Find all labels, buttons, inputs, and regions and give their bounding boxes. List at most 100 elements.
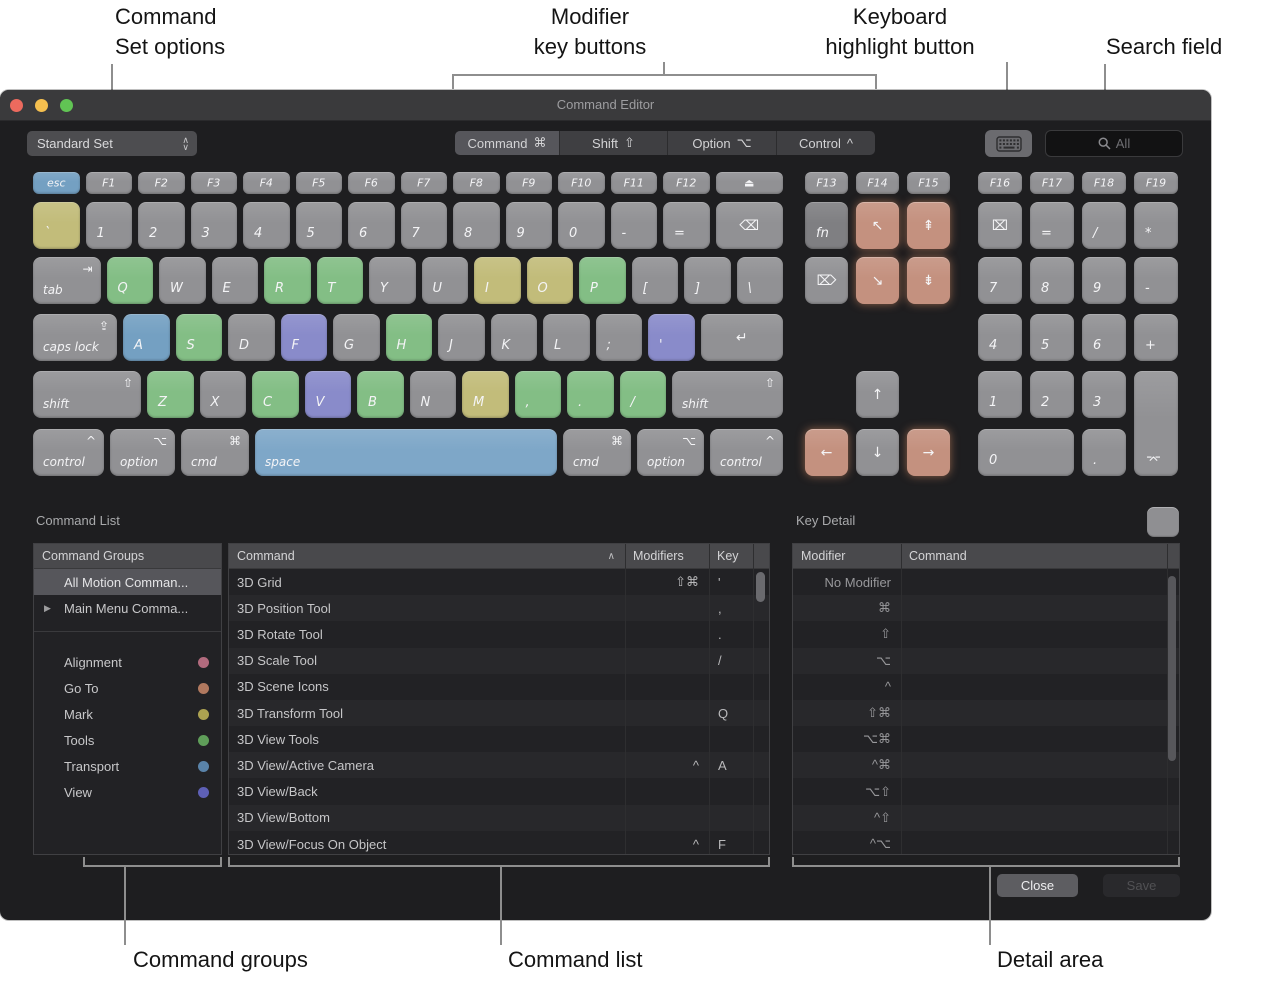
search-field[interactable]: All <box>1045 130 1183 157</box>
key-5[interactable]: 5 <box>1030 314 1074 361</box>
command-row[interactable]: 3D Rotate Tool. <box>229 621 769 647</box>
key-semicolon[interactable]: ; <box>595 314 642 361</box>
modifier-row[interactable]: ^⇧ <box>793 805 1179 831</box>
disclosure-triangle-icon[interactable]: ▶ <box>44 602 51 613</box>
key-f3[interactable]: F3 <box>190 172 237 194</box>
command-row[interactable]: 3D View Tools <box>229 726 769 752</box>
key-l[interactable]: L <box>543 314 590 361</box>
key-9[interactable]: 9 <box>1082 257 1126 304</box>
key-option[interactable]: option ⌥ <box>637 429 704 476</box>
minimize-window-button[interactable] <box>35 99 48 112</box>
key-w[interactable]: W <box>159 257 206 304</box>
key-8[interactable]: 8 <box>1030 257 1074 304</box>
key-2[interactable]: 2 <box>138 202 185 249</box>
key-f12[interactable]: F12 <box>663 172 710 194</box>
group-row-transport[interactable]: Transport <box>34 753 221 779</box>
modifier-row[interactable]: ⇧⌘ <box>793 700 1179 726</box>
key-7[interactable]: 7 <box>978 257 1022 304</box>
command-row[interactable]: 3D View/Bottom <box>229 805 769 831</box>
key-f10[interactable]: F10 <box>558 172 605 194</box>
command-row[interactable]: 3D Position Tool, <box>229 595 769 621</box>
key-g[interactable]: G <box>333 314 380 361</box>
zoom-window-button[interactable] <box>60 99 73 112</box>
column-header-command-groups[interactable]: Command Groups <box>42 549 145 563</box>
key-f19[interactable]: F19 <box>1134 172 1178 194</box>
modifier-row[interactable]: ^⌥ <box>793 831 1179 854</box>
key-o[interactable]: O <box>526 257 573 304</box>
key-0[interactable]: 0 <box>558 202 605 249</box>
group-row-tools[interactable]: Tools <box>34 727 221 753</box>
key-home[interactable]: ↖ <box>856 202 899 249</box>
command-set-popup[interactable]: Standard Set ∧ ∨ <box>27 131 197 156</box>
key-f8[interactable]: F8 <box>453 172 500 194</box>
key-t[interactable]: T <box>316 257 363 304</box>
key-f4[interactable]: F4 <box>243 172 290 194</box>
key-a[interactable]: A <box>123 314 170 361</box>
key-d[interactable]: D <box>228 314 275 361</box>
column-header-key[interactable]: Key <box>717 549 739 563</box>
key-arrow-right[interactable]: → <box>907 429 950 476</box>
close-window-button[interactable] <box>10 99 23 112</box>
key-f2[interactable]: F2 <box>138 172 185 194</box>
key-equals[interactable]: = <box>1030 202 1074 249</box>
key-3[interactable]: 3 <box>190 202 237 249</box>
key-left-bracket[interactable]: [ <box>631 257 678 304</box>
keyboard-highlight-button[interactable] <box>985 130 1032 157</box>
key-f17[interactable]: F17 <box>1030 172 1074 194</box>
key-period[interactable]: . <box>1082 429 1126 476</box>
key-page-down[interactable]: ⇟ <box>907 257 950 304</box>
key-2[interactable]: 2 <box>1030 371 1074 418</box>
key-f9[interactable]: F9 <box>505 172 552 194</box>
key-arrow-down[interactable]: ↓ <box>856 429 899 476</box>
key-preview-button[interactable] <box>1147 507 1179 537</box>
modifier-row[interactable]: ⌥⇧ <box>793 779 1179 805</box>
key-space[interactable]: space <box>255 429 557 476</box>
key-v[interactable]: V <box>304 371 351 418</box>
key-1[interactable]: 1 <box>978 371 1022 418</box>
key-9[interactable]: 9 <box>505 202 552 249</box>
key-backslash[interactable]: \ <box>736 257 783 304</box>
key-control[interactable]: control ^ <box>33 429 104 476</box>
key-i[interactable]: I <box>474 257 521 304</box>
key-0[interactable]: 0 <box>978 429 1074 476</box>
key-6[interactable]: 6 <box>1082 314 1126 361</box>
key-page-up[interactable]: ⇞ <box>907 202 950 249</box>
key-numpad-enter[interactable]: ⌤ <box>1134 371 1178 476</box>
command-row[interactable]: 3D Transform Tool Q <box>229 700 769 726</box>
modifier-row[interactable]: ⌥⌘ <box>793 726 1179 752</box>
group-row-mark[interactable]: Mark <box>34 701 221 727</box>
key-return[interactable]: ↵ <box>700 314 783 361</box>
command-row[interactable]: 3D Scene Icons <box>229 674 769 700</box>
key-x[interactable]: X <box>199 371 246 418</box>
modifier-row[interactable]: No Modifier <box>793 569 1179 595</box>
key-arrow-left[interactable]: ← <box>805 429 848 476</box>
key-esc[interactable]: esc <box>33 172 80 194</box>
key-f6[interactable]: F6 <box>348 172 395 194</box>
group-row-alignment[interactable]: Alignment <box>34 649 221 675</box>
key-1[interactable]: 1 <box>85 202 132 249</box>
modifier-row[interactable]: ⇧ <box>793 621 1179 647</box>
key-7[interactable]: 7 <box>400 202 447 249</box>
key-period[interactable]: . <box>567 371 614 418</box>
key-caps-lock[interactable]: caps lock ⇪ <box>33 314 117 361</box>
key-m[interactable]: M <box>462 371 509 418</box>
key-s[interactable]: S <box>175 314 222 361</box>
key-h[interactable]: H <box>385 314 432 361</box>
key-e[interactable]: E <box>211 257 258 304</box>
close-button[interactable]: Close <box>997 874 1078 897</box>
key-p[interactable]: P <box>579 257 626 304</box>
modifier-row[interactable]: ^⌘ <box>793 752 1179 778</box>
key-tab[interactable]: tab ⇥ <box>33 257 101 304</box>
key-f15[interactable]: F15 <box>907 172 950 194</box>
key-end[interactable]: ↘ <box>856 257 899 304</box>
column-header-modifier[interactable]: Modifier <box>801 549 846 563</box>
key-f[interactable]: F <box>280 314 327 361</box>
key-f14[interactable]: F14 <box>856 172 899 194</box>
key-k[interactable]: K <box>490 314 537 361</box>
key-4[interactable]: 4 <box>243 202 290 249</box>
group-row-main-menu-comma-[interactable]: ▶ Main Menu Comma... <box>34 595 221 621</box>
key-f1[interactable]: F1 <box>85 172 132 194</box>
key-f18[interactable]: F18 <box>1082 172 1126 194</box>
key-f13[interactable]: F13 <box>805 172 848 194</box>
column-header-command[interactable]: Command ∧ <box>237 549 615 563</box>
